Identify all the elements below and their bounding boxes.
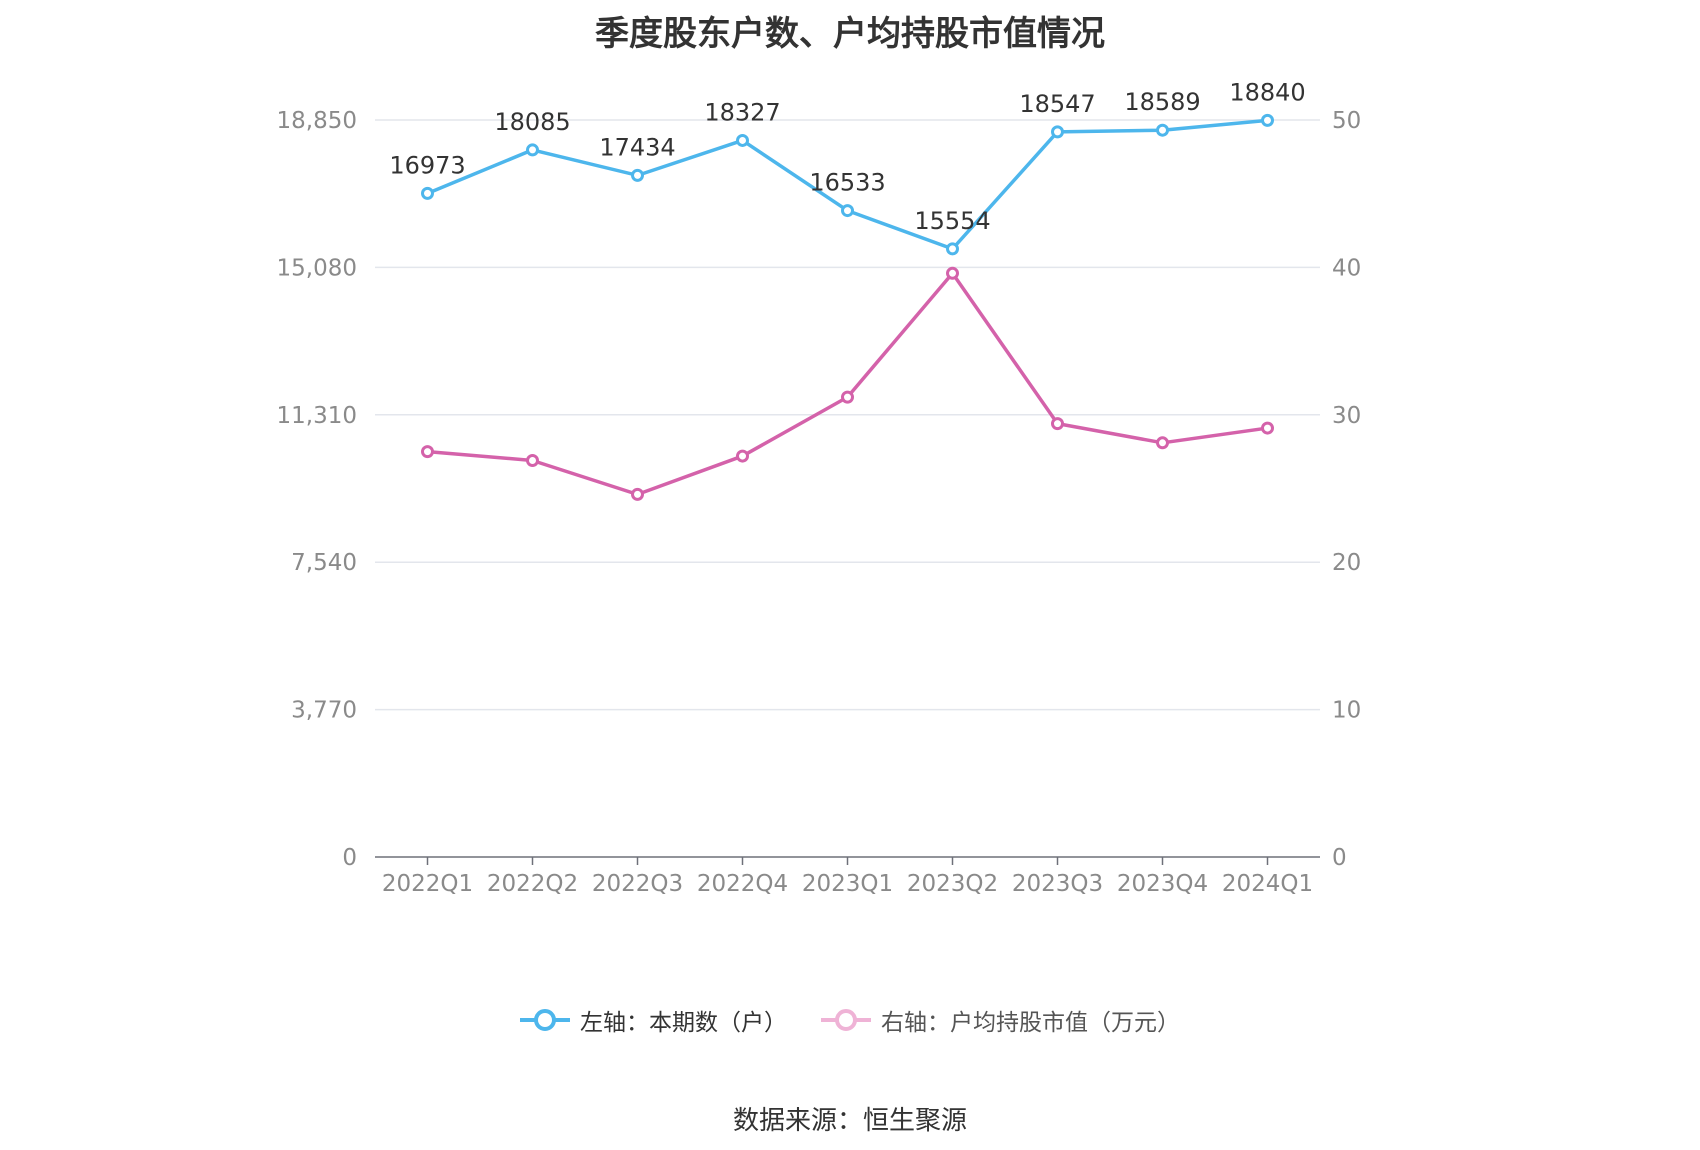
series-2-point	[1261, 421, 1274, 435]
x-axis-tick-label: 2023Q4	[1117, 871, 1208, 897]
series-2-point	[631, 487, 644, 501]
series-2-point	[1051, 417, 1064, 431]
x-axis-tick-label: 2022Q1	[382, 871, 473, 897]
left-axis-tick-label: 15,080	[277, 255, 357, 281]
series-line-2	[427, 271, 1268, 497]
right-axis-tick-label: 0	[1332, 845, 1347, 871]
series-2-point	[946, 266, 959, 280]
series-1-point	[946, 242, 959, 256]
left-axis-tick-label: 18,850	[277, 108, 357, 134]
series-2-point	[1156, 436, 1169, 450]
series-2-point	[736, 449, 749, 463]
data-label: 18547	[1019, 90, 1095, 118]
left-axis-tick-label: 0	[342, 845, 357, 871]
x-axis-tick-label: 2023Q1	[802, 871, 893, 897]
series-1-point	[841, 204, 854, 218]
series-1-point	[736, 133, 749, 147]
x-axis-tick-label: 2022Q3	[592, 871, 683, 897]
left-axis-tick-label: 7,540	[291, 550, 357, 576]
legend: 左轴：本期数（户） 右轴：户均持股市值（万元）	[0, 1003, 1700, 1037]
series-1-point	[631, 168, 644, 182]
series-2-point	[526, 453, 539, 467]
data-label: 18840	[1229, 78, 1305, 106]
legend-item-avg-value[interactable]: 右轴：户均持股市值（万元）	[821, 1003, 1180, 1037]
x-axis-tick-label: 2022Q4	[697, 871, 788, 897]
right-axis-tick-label: 40	[1332, 255, 1361, 281]
legend-label-households: 左轴：本期数（户）	[580, 1010, 787, 1036]
series-2-point	[841, 390, 854, 404]
x-axis-tick-label: 2022Q2	[487, 871, 578, 897]
data-label: 16973	[389, 151, 465, 179]
data-label: 17434	[599, 133, 675, 161]
legend-item-households[interactable]: 左轴：本期数（户）	[520, 1003, 787, 1037]
right-axis-tick-label: 20	[1332, 550, 1361, 576]
x-axis-tick-label: 2023Q2	[907, 871, 998, 897]
legend-swatch-households	[520, 1009, 570, 1031]
left-axis-tick-label: 11,310	[277, 403, 357, 429]
series-1-point	[526, 143, 539, 157]
series-1-point	[1051, 125, 1064, 139]
right-axis-tick-label: 10	[1332, 698, 1361, 724]
data-label: 18589	[1124, 88, 1200, 116]
chart-title: 季度股东户数、户均持股市值情况	[595, 14, 1105, 54]
right-axis-tick-label: 50	[1332, 108, 1361, 134]
legend-label-avg-value: 右轴：户均持股市值（万元）	[881, 1010, 1180, 1036]
left-axis-tick-label: 3,770	[291, 698, 357, 724]
series-1-point	[1261, 113, 1274, 127]
data-label: 18085	[494, 108, 570, 136]
series-1-point	[1156, 123, 1169, 137]
right-axis-tick-label: 30	[1332, 403, 1361, 429]
data-label: 15554	[914, 207, 990, 235]
x-axis-tick-label: 2023Q3	[1012, 871, 1103, 897]
data-label: 18327	[704, 98, 780, 126]
legend-swatch-avg-value	[821, 1009, 871, 1031]
source-note: 数据来源：恒生聚源	[732, 1106, 967, 1136]
data-label: 16533	[809, 169, 885, 197]
series-2-point	[421, 445, 434, 459]
series-1-point	[421, 186, 434, 200]
x-axis-tick-label: 2024Q1	[1222, 871, 1313, 897]
